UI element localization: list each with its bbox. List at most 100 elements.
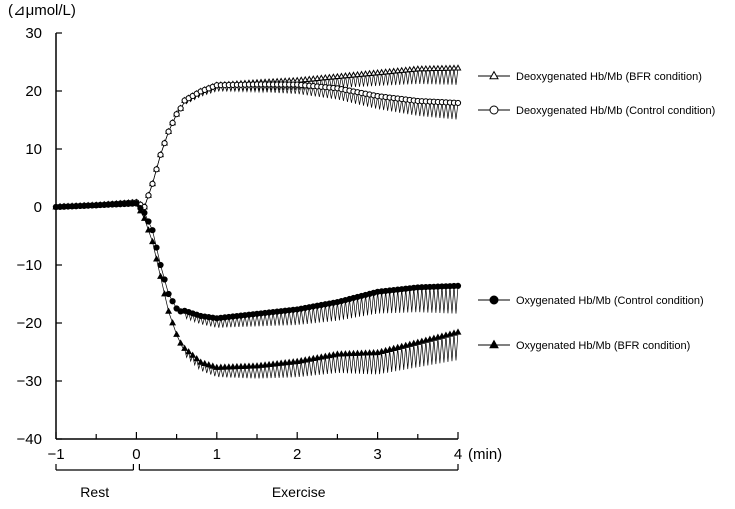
series-4-point	[100, 201, 108, 208]
series-4-point	[358, 349, 365, 356]
series-4-point	[165, 307, 173, 314]
series-4-point	[161, 290, 168, 297]
series-4-point	[92, 201, 100, 208]
series-3-point	[454, 282, 462, 289]
y-axis-label: (⊿μmol/L)	[8, 2, 76, 19]
legend-label: Deoxygenated Hb/Mb (Control condition)	[516, 105, 715, 117]
y-tick-label: −10	[17, 257, 42, 274]
series-4-point	[140, 214, 148, 221]
series-4-point	[56, 202, 64, 210]
series-1-point	[430, 64, 438, 72]
series-4-point	[153, 255, 160, 262]
series-1-point	[450, 64, 458, 71]
x-tick-label: 3	[373, 446, 381, 463]
x-tick-label: −1	[47, 446, 64, 463]
series-4-point	[354, 349, 361, 356]
series-4-point	[108, 200, 116, 207]
series-4-point	[229, 363, 237, 370]
series-2-point	[165, 128, 172, 135]
phase-label: Exercise	[272, 484, 326, 500]
x-tick-label: 4	[454, 446, 462, 463]
series-4-point	[366, 349, 374, 356]
x-axis-unit: (min)	[468, 446, 502, 463]
y-tick-label: −40	[17, 431, 42, 448]
legend-marker	[489, 105, 499, 115]
series-2-point	[169, 119, 176, 127]
y-tick-label: 20	[25, 83, 42, 100]
series-4-point	[197, 358, 205, 365]
series-2-point	[149, 180, 156, 187]
series-1-point	[426, 64, 434, 72]
series-4-point	[189, 351, 197, 358]
series-4-point	[64, 202, 72, 209]
series-4-point	[177, 339, 185, 346]
series-4-point	[193, 355, 201, 362]
series-4-point	[201, 359, 209, 367]
series-1-point	[434, 64, 442, 71]
series-line-1	[55, 68, 459, 208]
series-1-point	[442, 64, 450, 71]
legend-marker	[489, 70, 499, 80]
series-3-point	[153, 244, 160, 251]
series-4-point	[88, 201, 96, 208]
series-line-3	[55, 203, 459, 328]
series-1-point	[414, 65, 422, 72]
x-tick-label: 0	[132, 446, 140, 463]
series-4-point	[132, 199, 140, 206]
series-3-point	[173, 305, 180, 312]
x-tick-label: 1	[213, 446, 221, 463]
series-4-point	[149, 237, 156, 245]
series-4-point	[454, 328, 462, 335]
series-4-point	[136, 207, 144, 214]
series-4-point	[225, 363, 233, 370]
series-4-point	[72, 202, 80, 209]
series-4-point	[120, 200, 128, 207]
series-4-point	[96, 201, 104, 208]
series-4-point	[209, 362, 217, 369]
series-4-point	[341, 350, 349, 357]
series-4-point	[205, 361, 213, 368]
series-4-point	[370, 349, 378, 356]
series-4-point	[233, 362, 241, 370]
series-4-point	[337, 350, 345, 357]
series-4-point	[112, 200, 120, 207]
series-4-point	[145, 226, 152, 233]
series-4-point	[84, 201, 92, 208]
series-4-point	[221, 363, 229, 370]
series-4-point	[346, 349, 353, 357]
legend-label: Oxygenated Hb/Mb (Control condition)	[516, 295, 704, 307]
series-4-point	[68, 202, 76, 209]
series-4-point	[181, 344, 189, 351]
series-2-point	[153, 166, 160, 173]
series-1-point	[454, 64, 462, 71]
legend-label: Oxygenated Hb/Mb (BFR condition)	[516, 340, 690, 352]
y-tick-label: −20	[17, 315, 42, 332]
series-4-point	[333, 350, 341, 357]
y-tick-label: 30	[25, 25, 42, 42]
series-4-point	[213, 363, 221, 370]
legend-label: Deoxygenated Hb/Mb (BFR condition)	[516, 71, 702, 83]
series-1-point	[422, 64, 430, 72]
legend-marker	[489, 295, 499, 305]
series-3-point	[157, 261, 164, 269]
series-4-point	[173, 330, 181, 337]
series-2-point	[173, 111, 180, 118]
series-4-point	[362, 349, 369, 356]
series-1-point	[418, 65, 426, 72]
series-4-point	[124, 199, 132, 207]
series-4-point	[185, 348, 193, 355]
series-4-point	[245, 362, 253, 369]
y-tick-label: −30	[17, 373, 42, 390]
series-4-point	[76, 202, 84, 209]
phase-label: Rest	[80, 484, 109, 500]
series-4-point	[241, 362, 249, 369]
series-3-point	[169, 298, 176, 305]
series-2-point	[161, 140, 168, 147]
series-4-point	[249, 362, 257, 369]
series-4-point	[128, 199, 136, 207]
y-tick-label: 10	[25, 141, 42, 158]
series-4-point	[116, 200, 124, 207]
series-4-point	[237, 362, 245, 369]
